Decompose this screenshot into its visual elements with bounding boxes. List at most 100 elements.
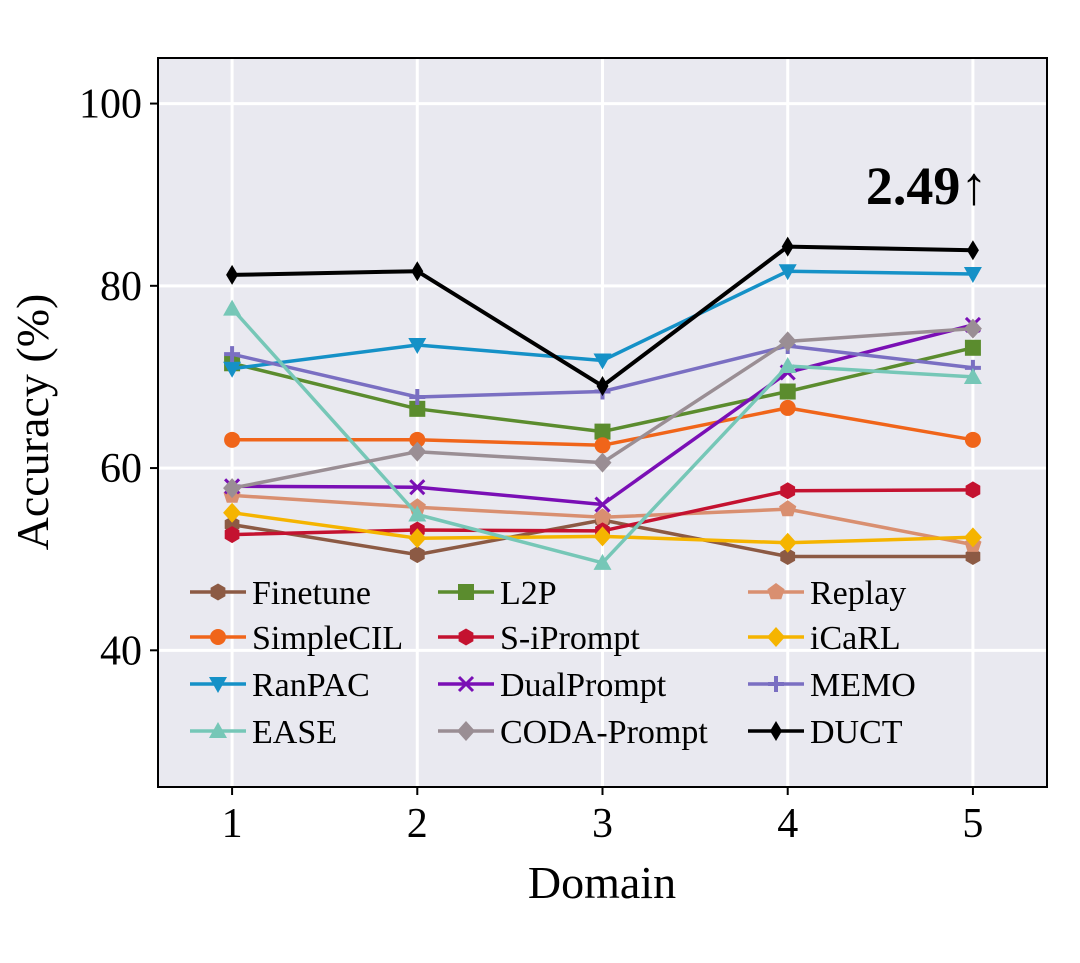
data-point-duct [411,261,424,282]
data-point-finetune [780,548,796,565]
legend-marker-dualprompt [457,675,475,693]
legend-marker-memo [768,676,784,692]
legend-item-coda-prompt: CODA-Prompt [438,714,708,751]
data-point-finetune [965,548,981,565]
data-point-duct [966,240,979,261]
data-point-ranpac [778,264,797,281]
data-point-ranpac [408,338,427,355]
data-point-ease [778,357,797,374]
data-point-coda-prompt [223,478,242,499]
legend-label: L2P [500,575,557,612]
data-point-ease [593,553,612,570]
data-point-coda-prompt [408,441,427,462]
legend-label: Finetune [252,575,371,612]
x-tick-label: 5 [962,801,983,847]
data-point-coda-prompt [778,331,797,352]
legend-item-dualprompt: DualPrompt [438,667,667,704]
legend-item-duct: DUCT [748,714,903,751]
legend-label: MEMO [810,667,916,704]
data-point-l2p [409,400,426,417]
legend-label: S-iPrompt [500,620,640,657]
y-tick-label: 80 [100,264,142,310]
legend-label: iCaRL [810,620,901,657]
legend-marker-ease [209,722,227,738]
data-point-replay [779,500,797,517]
data-point-duct [781,236,794,257]
data-point-duct [596,376,609,397]
legend: Finetune L2P Replay SimpleCIL S-iPrompt iCaRL… [190,575,916,751]
data-point-icarl [408,528,427,549]
y-tick-label: 60 [100,446,142,492]
legend-marker-finetune [210,583,226,601]
x-tick-label: 2 [407,801,428,847]
data-point-simplecil [409,431,426,448]
data-point-ease [963,367,982,384]
legend-item-simplecil: SimpleCIL [190,620,403,657]
legend-marker-simplecil [210,629,226,645]
legend-item-icarl: iCaRL [748,620,901,657]
legend-item-memo: MEMO [748,667,916,704]
legend-label: Replay [810,575,906,612]
gridlines [158,58,1047,787]
data-point-simplecil [224,431,241,448]
legend-label: DualPrompt [500,667,667,704]
data-point-ranpac [593,353,612,370]
legend-label: DUCT [810,714,903,751]
data-point-simplecil [964,431,981,448]
data-point-icarl [593,526,612,547]
x-tick-label: 1 [222,801,243,847]
legend-item-l2p: L2P [438,575,557,612]
data-point-finetune [409,546,425,564]
data-point-dualprompt [409,479,426,496]
legend-marker-l2p [458,584,474,600]
legend-item-finetune: Finetune [190,575,371,612]
series-ease [223,299,982,570]
series-icarl [223,502,982,553]
series-simplecil [224,399,981,454]
legend-label: RanPAC [252,667,370,704]
series-coda-prompt [223,318,982,499]
legend-item-s-iprompt: S-iPrompt [438,620,640,657]
legend-label: CODA-Prompt [500,714,708,751]
legend-marker-replay [767,583,785,600]
series-duct [226,236,979,397]
axis-ticks: 1 2 3 4 5 40 60 80 100 [79,82,983,847]
data-point-l2p [779,383,796,400]
data-point-icarl [223,502,242,523]
data-point-replay [593,508,612,525]
legend-label: EASE [252,714,337,751]
data-point-s-iprompt [224,526,240,544]
data-point-ranpac [223,361,242,378]
data-point-s-iprompt [965,481,981,499]
legend-item-ranpac: RanPAC [190,667,370,704]
data-point-icarl [963,527,982,548]
data-point-memo [224,346,241,363]
data-point-duct [226,264,239,285]
x-tick-label: 3 [592,801,613,847]
legend-marker-icarl [767,627,785,647]
data-point-coda-prompt [963,318,982,339]
data-point-memo [409,388,426,405]
legend-marker-duct [770,721,782,741]
data-point-l2p [964,339,981,356]
data-point-s-iprompt [780,482,796,500]
y-tick-label: 40 [100,628,142,674]
data-point-icarl [778,532,797,553]
legend-marker-coda-prompt [457,721,475,741]
data-point-ranpac [963,266,982,283]
data-point-ease [408,505,427,522]
data-point-dualprompt [594,496,611,513]
x-axis-title: Domain [528,857,676,908]
legend-item-ease: EASE [190,714,337,751]
data-point-l2p [594,423,611,440]
data-point-simplecil [594,437,611,454]
x-tick-label: 4 [777,801,798,847]
series-l2p [224,339,981,440]
series-ranpac [223,264,982,378]
improvement-annotation: 2.49↑ [866,156,988,216]
y-axis-title: Accuracy (%) [7,294,58,551]
legend-item-replay: Replay [748,575,906,612]
legend-marker-s-iprompt [458,628,474,646]
data-point-simplecil [779,399,796,416]
